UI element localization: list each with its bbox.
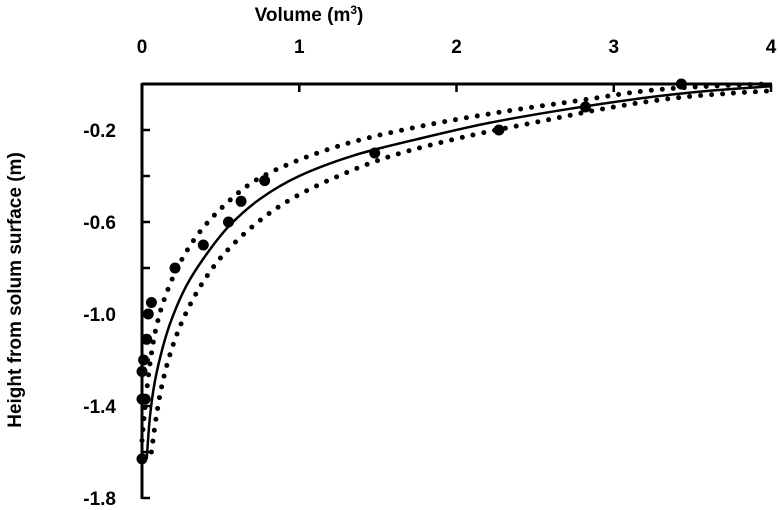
data-point [136,453,148,465]
data-point [222,216,234,228]
x-tick-label: 1 [294,37,305,58]
y-axis-title: Height from solum surface (m) [5,152,26,428]
data-point [675,78,687,90]
data-point [369,147,381,159]
x-tick-labels: 0 1 2 3 4 [137,37,777,58]
data-point [197,239,209,251]
data-point [493,124,505,136]
confidence-bound-line [148,88,774,455]
data-point [136,366,148,377]
data-point [142,308,154,320]
data-point [579,101,591,113]
data-point [138,354,150,366]
y-tick-label: -1.8 [83,489,116,510]
y-tick-label: -0.2 [83,121,116,142]
y-tick-label: -1.0 [83,305,116,326]
x-tick-label: 4 [766,37,777,58]
data-point [145,297,157,308]
y-tick-labels: -0.2 -0.6 -1.0 -1.4 -1.8 [83,121,116,510]
x-tick-label: 3 [608,37,619,58]
data-point [259,175,271,187]
data-point [139,393,151,405]
x-axis-title: Volume (m3) [255,3,364,26]
y-tick-label: -0.6 [83,213,116,234]
data-point [141,333,153,345]
x-tick-label: 2 [451,37,462,58]
confidence-bound-line [139,81,774,443]
x-tick-label: 0 [137,37,148,58]
data-point [169,262,181,274]
data-point [235,195,247,207]
fitted-curve [145,85,772,459]
y-tick-label: -1.4 [83,397,116,418]
axes [140,82,773,500]
plot-area [136,78,774,465]
